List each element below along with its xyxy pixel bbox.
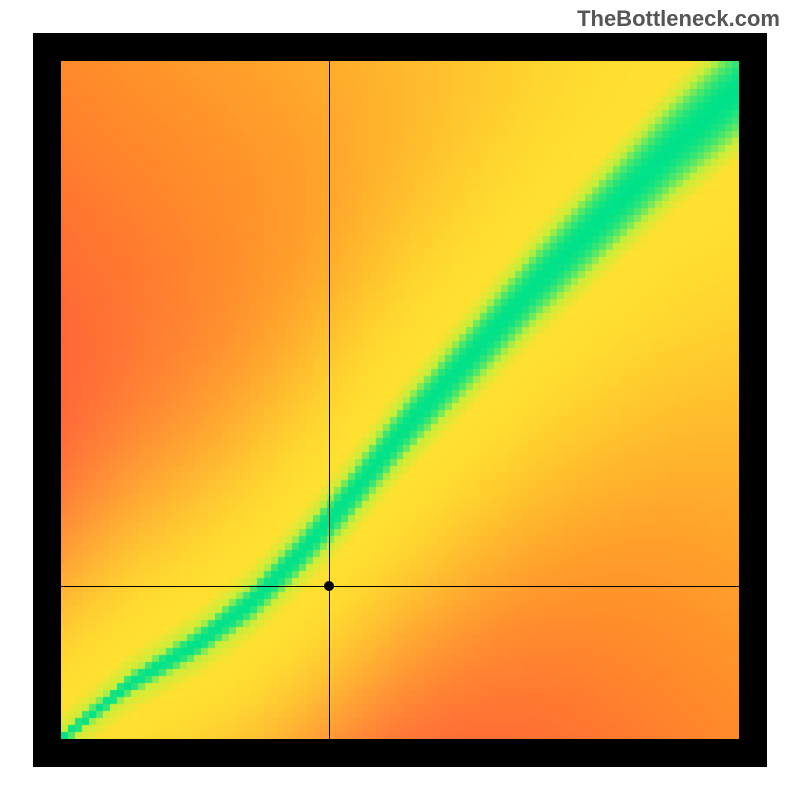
root: TheBottleneck.com (0, 0, 800, 800)
heatmap-canvas (61, 61, 739, 739)
crosshair-vertical (329, 61, 330, 739)
crosshair-horizontal (61, 586, 739, 587)
crosshair-marker (324, 581, 334, 591)
chart-frame (33, 33, 767, 767)
attribution-text: TheBottleneck.com (577, 6, 780, 32)
plot-area (61, 61, 739, 739)
